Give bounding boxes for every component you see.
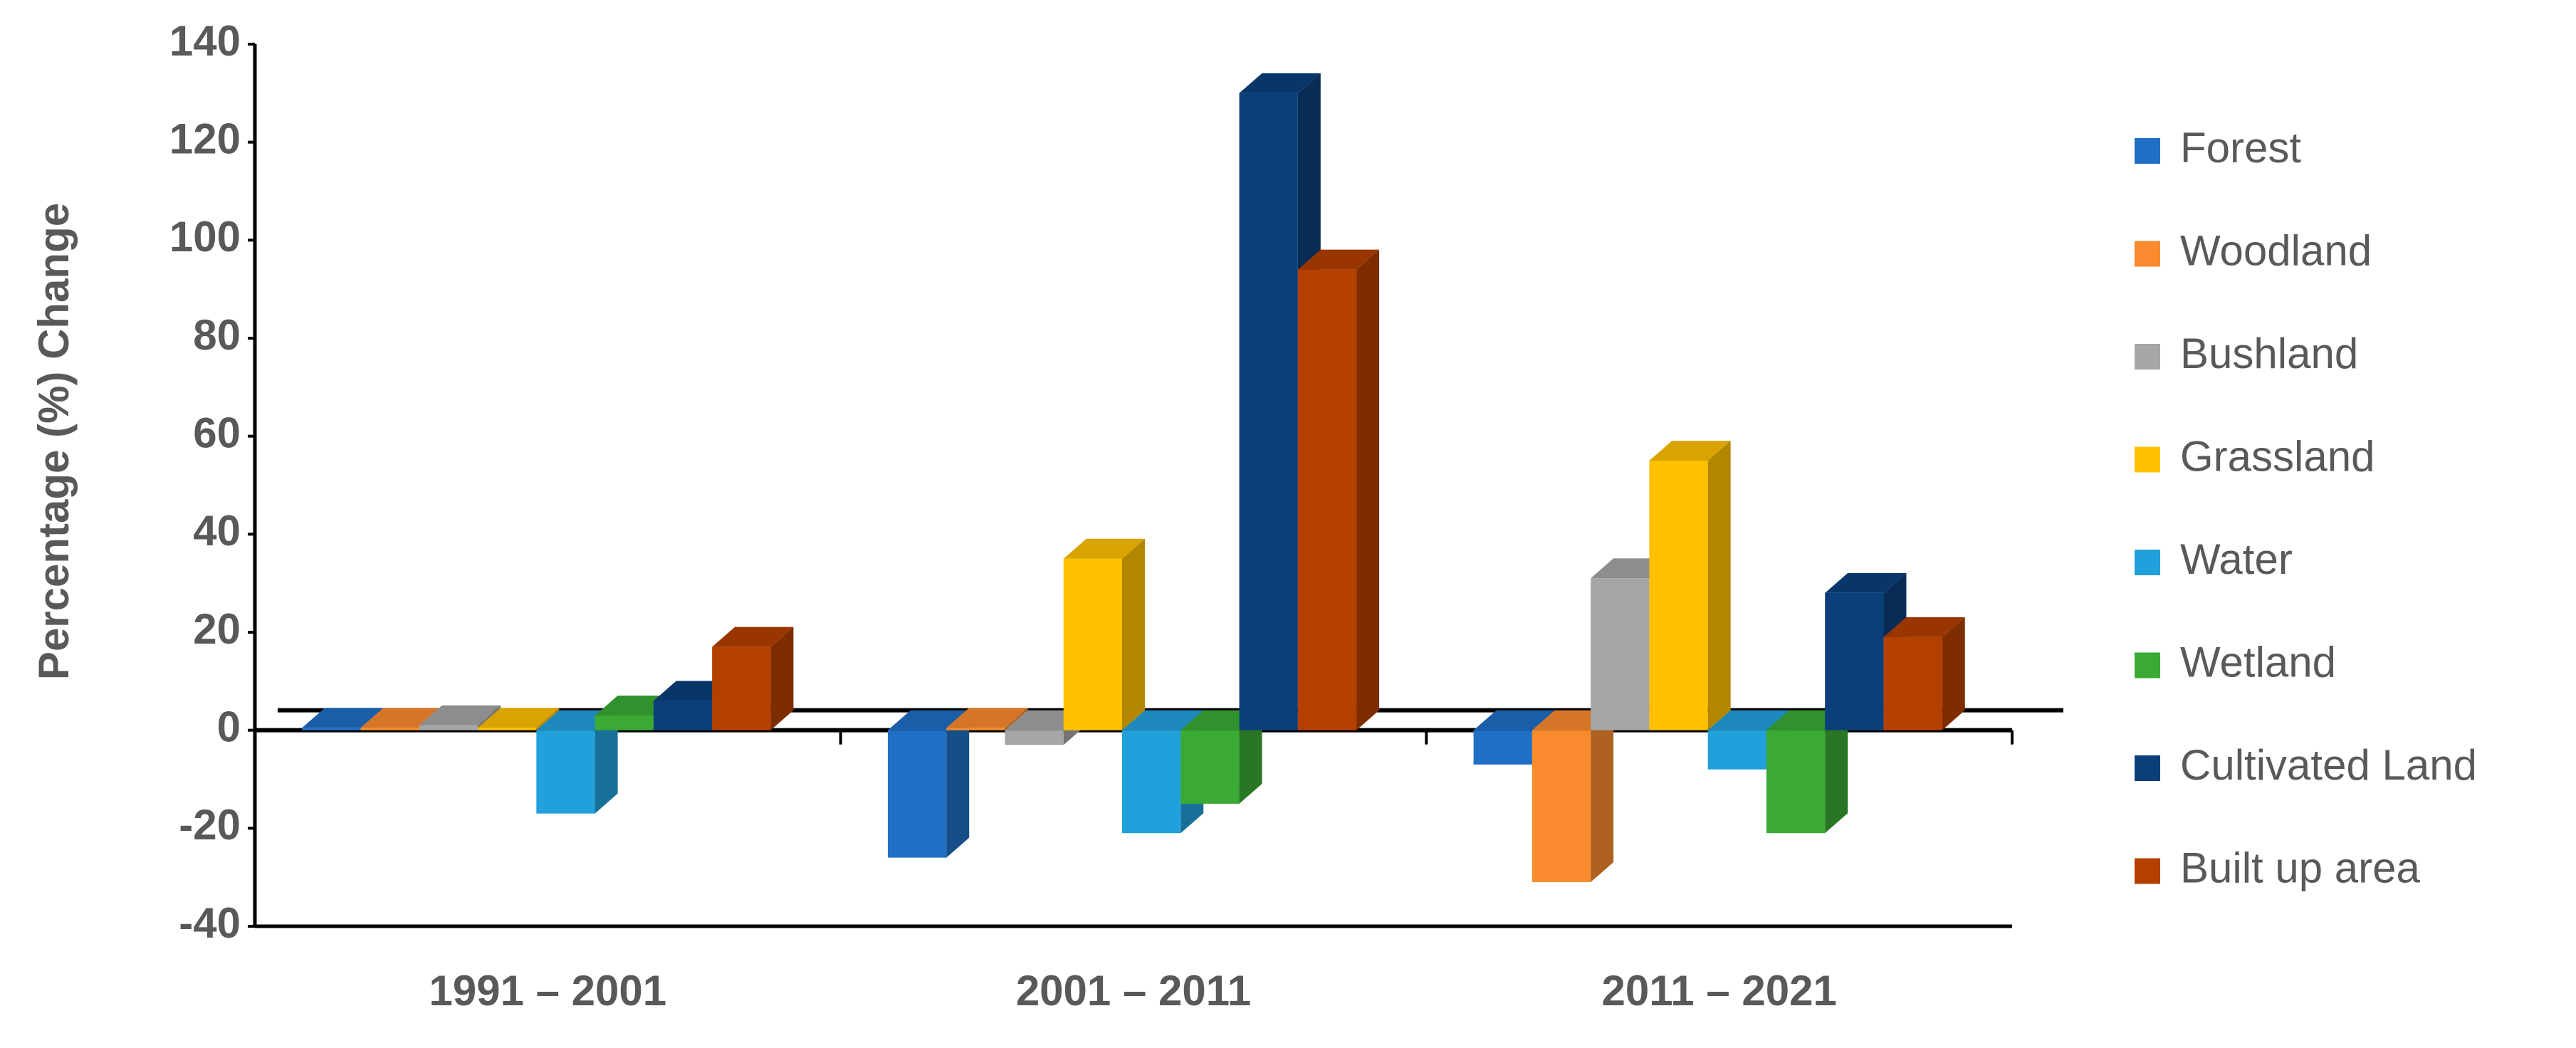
y-tick-label: 140 — [169, 17, 241, 65]
legend-swatch — [2135, 138, 2160, 164]
bar-front — [478, 728, 537, 730]
y-axis-label: Percentage (%) Change — [30, 203, 78, 680]
bar-top — [1122, 710, 1204, 730]
bar — [1649, 441, 1731, 730]
bar-front — [1239, 93, 1298, 730]
bar-front — [1825, 592, 1884, 730]
legend-label: Forest — [2180, 124, 2301, 172]
bar-side — [1239, 710, 1262, 804]
bar — [478, 708, 560, 730]
bar-front — [1473, 730, 1532, 765]
bar-top — [360, 708, 442, 728]
legend-swatch — [2135, 550, 2160, 575]
bar — [1063, 538, 1145, 730]
bar — [946, 708, 1028, 730]
bar-top — [1649, 441, 1731, 461]
y-tick-label: -20 — [179, 801, 241, 849]
bar-top — [478, 708, 560, 728]
legend-label: Woodland — [2180, 226, 2372, 274]
bar-side — [595, 710, 618, 814]
bar-side — [946, 710, 970, 858]
bar-top — [1707, 710, 1789, 730]
bar-front — [360, 728, 419, 730]
bar-front — [1005, 730, 1064, 745]
bar-front — [1532, 730, 1591, 883]
bar-front — [595, 716, 654, 730]
y-tick-label: 40 — [193, 507, 241, 555]
bar — [712, 627, 794, 730]
y-tick-label: 80 — [193, 311, 241, 359]
legend-label: Bushland — [2180, 330, 2358, 377]
legend-swatch — [2135, 344, 2160, 370]
bar-front — [1883, 636, 1942, 730]
legend-swatch — [2135, 446, 2160, 473]
bar — [1297, 249, 1380, 730]
legend-swatch — [2135, 241, 2160, 267]
bar-front — [1297, 269, 1357, 730]
bar-front — [653, 701, 713, 730]
bar-front — [1591, 578, 1650, 730]
bar-top — [1883, 617, 1965, 637]
bar — [887, 710, 970, 858]
bar-top — [302, 708, 384, 728]
bar-front — [946, 728, 1005, 730]
x-tick-label: 2001 – 2011 — [1016, 967, 1251, 1015]
bar-side — [1942, 617, 1965, 730]
bar-side — [1825, 710, 1848, 834]
bar — [1883, 617, 1965, 730]
bar-front — [1707, 730, 1766, 770]
bar-front — [536, 730, 595, 814]
bar-front — [1122, 730, 1181, 834]
bar-top — [1063, 538, 1145, 559]
legend-label: Wetland — [2180, 638, 2336, 686]
bar-front — [1766, 730, 1826, 834]
bar-top — [712, 627, 794, 647]
bar-top — [1239, 73, 1321, 93]
bar-front — [1063, 558, 1122, 730]
bar-top — [887, 710, 970, 730]
legend-label: Cultivated Land — [2180, 741, 2477, 789]
y-tick-label: 0 — [217, 703, 241, 751]
legend-swatch — [2135, 858, 2160, 884]
legend-swatch — [2135, 652, 2160, 678]
bar-top — [946, 708, 1028, 728]
bar-front — [1649, 461, 1708, 730]
bar-top — [1297, 249, 1380, 270]
bar-side — [770, 627, 794, 730]
bar-top — [1825, 572, 1907, 593]
y-tick-label: 60 — [193, 409, 241, 457]
bar-front — [887, 730, 947, 858]
bar-side — [1122, 538, 1145, 730]
bar-front — [302, 728, 361, 730]
bar-side — [536, 708, 560, 730]
y-tick-label: 100 — [169, 213, 241, 261]
legend-label: Grassland — [2180, 432, 2375, 480]
y-tick-label: -40 — [179, 899, 241, 947]
bar-top — [419, 705, 501, 725]
x-tick-label: 1991 – 2001 — [429, 967, 666, 1015]
bar-side — [1005, 708, 1028, 730]
bar-front — [1180, 730, 1240, 804]
bar-front — [419, 725, 478, 730]
bar-side — [1707, 441, 1731, 730]
bar — [1180, 710, 1262, 804]
bar — [1532, 710, 1614, 883]
legend-swatch — [2135, 755, 2160, 781]
y-tick-label: 20 — [193, 605, 241, 653]
bar-front — [712, 646, 771, 730]
y-tick-label: 120 — [169, 115, 241, 163]
bar-top — [1473, 710, 1555, 730]
legend-label: Water — [2180, 535, 2293, 583]
x-tick-label: 2011 – 2021 — [1601, 967, 1836, 1015]
legend-label: Built up area — [2180, 844, 2421, 891]
bar-side — [1356, 249, 1380, 730]
bar-side — [1591, 710, 1614, 883]
bar — [536, 710, 618, 814]
